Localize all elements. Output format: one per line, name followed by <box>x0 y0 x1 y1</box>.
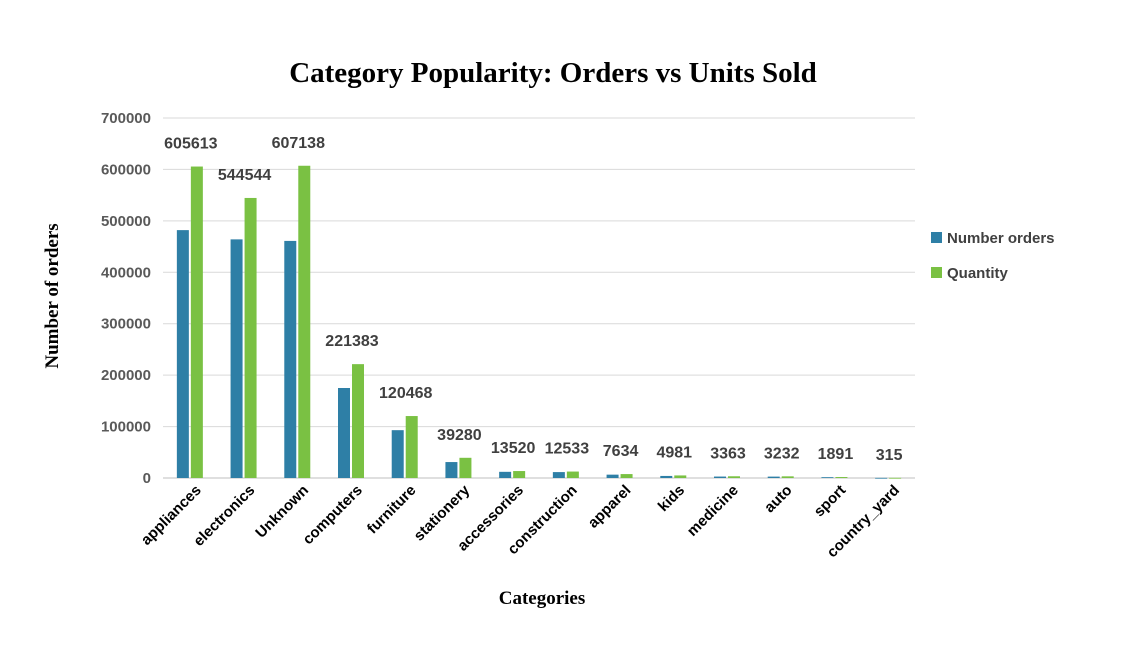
y-tick-label: 300000 <box>101 316 151 333</box>
bar-number-orders <box>660 475 673 478</box>
bar-number-orders <box>821 477 834 478</box>
legend: Number orders Quantity <box>931 230 1055 282</box>
data-label: 7634 <box>603 443 639 460</box>
bar-number-orders <box>875 477 888 479</box>
x-tick-label: medicine <box>684 482 742 540</box>
y-tick-label: 100000 <box>101 419 151 436</box>
x-tick-label: sport <box>811 482 850 521</box>
bar-quantity <box>190 166 203 479</box>
x-tick-label: kids <box>655 482 688 515</box>
data-label: 221383 <box>325 333 378 350</box>
chart-title: Category Popularity: Orders vs Units Sol… <box>289 57 817 89</box>
bar-quantity <box>405 416 418 478</box>
legend-swatch <box>931 267 942 278</box>
data-label: 3232 <box>764 445 800 462</box>
data-label: 13520 <box>491 440 536 457</box>
bar-number-orders <box>176 230 189 478</box>
data-label: 315 <box>876 447 903 464</box>
bar-quantity <box>244 197 257 479</box>
bar-quantity <box>459 457 472 478</box>
data-label: 1891 <box>818 446 854 463</box>
data-label: 605613 <box>164 136 217 153</box>
data-label: 3363 <box>710 445 746 462</box>
bar-number-orders <box>606 474 619 478</box>
y-axis-title: Number of orders <box>42 223 63 368</box>
data-label: 12533 <box>545 441 590 458</box>
y-tick-label: 400000 <box>101 264 151 281</box>
y-tick-label: 600000 <box>101 161 151 178</box>
data-label: 607138 <box>272 135 325 152</box>
gridlines <box>163 117 915 479</box>
bar-number-orders <box>445 462 458 478</box>
x-tick-label: furniture <box>364 482 420 538</box>
y-tick-label: 200000 <box>101 367 151 384</box>
data-label: 120468 <box>379 385 432 402</box>
legend-label: Number orders <box>947 230 1055 247</box>
x-axis-ticks: applianceselectronicsUnknowncomputersfur… <box>138 481 903 561</box>
bar-number-orders <box>767 476 780 478</box>
bar-quantity <box>674 475 687 478</box>
bar-number-orders <box>284 240 297 478</box>
bar-quantity <box>513 471 526 478</box>
y-tick-label: 700000 <box>101 110 151 127</box>
bars <box>176 165 902 479</box>
bar-quantity <box>620 474 633 478</box>
bar-quantity <box>835 477 848 478</box>
y-tick-label: 500000 <box>101 213 151 230</box>
data-label: 4981 <box>656 444 692 461</box>
bar-number-orders <box>552 472 565 478</box>
bar-quantity <box>889 477 902 479</box>
x-axis-title: Categories <box>499 588 586 609</box>
x-tick-label: apparel <box>585 482 635 532</box>
bar-quantity <box>298 165 311 478</box>
bar-number-orders <box>714 476 726 478</box>
bar-number-orders <box>499 471 512 478</box>
y-tick-label: 0 <box>143 470 151 487</box>
bar-quantity <box>566 471 579 478</box>
bar-number-orders <box>230 239 243 478</box>
bar-number-orders <box>391 430 404 478</box>
x-tick-label: auto <box>761 482 795 516</box>
bar-number-orders <box>338 388 350 478</box>
bar-quantity <box>781 476 794 478</box>
bar-quantity <box>728 476 740 478</box>
legend-swatch <box>931 232 942 243</box>
bar-quantity <box>352 364 364 478</box>
data-label: 544544 <box>218 167 271 184</box>
data-label: 39280 <box>437 427 482 444</box>
y-axis-ticks: 0 100000 200000 300000 400000 500000 600000 700… <box>101 110 151 487</box>
legend-label: Quantity <box>947 265 1008 282</box>
